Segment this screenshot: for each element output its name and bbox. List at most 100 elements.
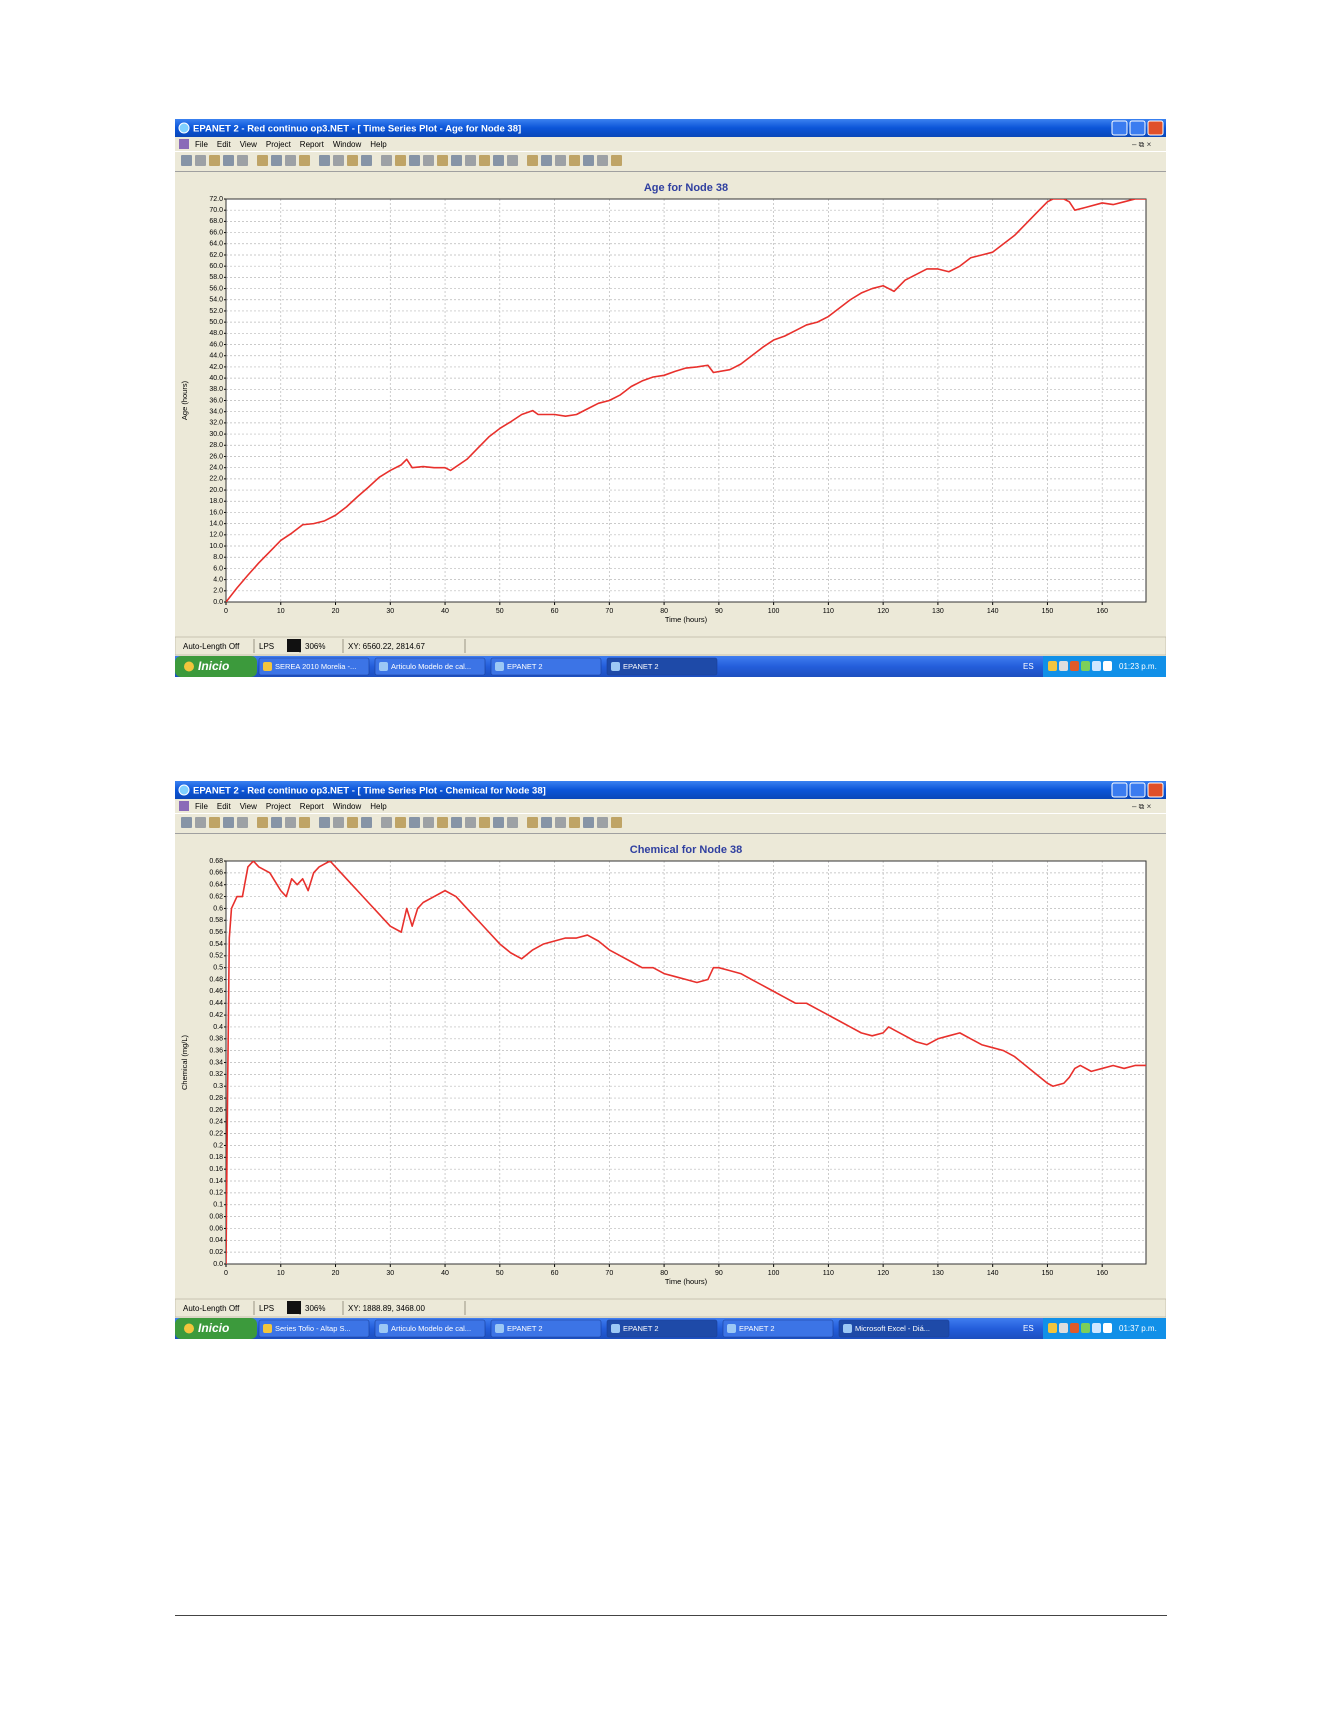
menu-item[interactable]: Report	[300, 140, 325, 149]
toolbar-button[interactable]	[437, 817, 448, 828]
toolbar-button[interactable]	[361, 817, 372, 828]
taskbar-item[interactable]	[606, 657, 718, 676]
toolbar-button[interactable]	[493, 155, 504, 166]
toolbar-button[interactable]	[333, 155, 344, 166]
toolbar-button[interactable]	[195, 155, 206, 166]
taskbar-item[interactable]	[374, 1319, 486, 1338]
toolbar-button[interactable]	[347, 817, 358, 828]
toolbar-button[interactable]	[271, 817, 282, 828]
menu-item[interactable]: Help	[370, 140, 387, 149]
toolbar-button[interactable]	[541, 155, 552, 166]
taskbar-item[interactable]	[838, 1319, 950, 1338]
toolbar-button[interactable]	[299, 817, 310, 828]
start-button[interactable]	[175, 1318, 257, 1339]
menu-item[interactable]: Window	[333, 140, 362, 149]
menu-item[interactable]: View	[240, 802, 257, 811]
menu-item[interactable]: View	[240, 140, 257, 149]
toolbar-button[interactable]	[395, 155, 406, 166]
toolbar-button[interactable]	[583, 817, 594, 828]
toolbar-button[interactable]	[299, 155, 310, 166]
toolbar-button[interactable]	[209, 155, 220, 166]
minimize-button[interactable]	[1111, 782, 1128, 798]
toolbar-button[interactable]	[569, 817, 580, 828]
toolbar-button[interactable]	[555, 817, 566, 828]
toolbar-button[interactable]	[507, 155, 518, 166]
taskbar-item[interactable]	[258, 657, 370, 676]
toolbar-button[interactable]	[257, 817, 268, 828]
toolbar-button[interactable]	[409, 817, 420, 828]
toolbar-button[interactable]	[285, 817, 296, 828]
menu-item[interactable]: File	[195, 802, 208, 811]
toolbar-button[interactable]	[611, 155, 622, 166]
status-bar	[175, 636, 1166, 656]
toolbar-button[interactable]	[361, 155, 372, 166]
toolbar-button[interactable]	[381, 155, 392, 166]
toolbar-button[interactable]	[271, 155, 282, 166]
toolbar-button[interactable]	[333, 817, 344, 828]
toolbar-button[interactable]	[423, 155, 434, 166]
toolbar-button[interactable]	[209, 817, 220, 828]
toolbar-button[interactable]	[611, 817, 622, 828]
toolbar-button[interactable]	[541, 817, 552, 828]
minimize-button[interactable]	[1111, 120, 1128, 136]
plot-frame	[225, 860, 1147, 1265]
taskbar-item[interactable]	[374, 657, 486, 676]
y-tick-label: 0.68	[209, 858, 223, 865]
x-tick-label: 160	[1096, 608, 1108, 615]
menu-item[interactable]: Window	[333, 802, 362, 811]
toolbar-button[interactable]	[479, 155, 490, 166]
menu-item[interactable]: File	[195, 140, 208, 149]
taskbar-item[interactable]	[258, 1319, 370, 1338]
toolbar-button[interactable]	[181, 155, 192, 166]
menu-item[interactable]: Edit	[217, 802, 232, 811]
toolbar-button[interactable]	[257, 155, 268, 166]
menu-item[interactable]: Project	[266, 140, 292, 149]
toolbar-button[interactable]	[597, 155, 608, 166]
taskbar-item[interactable]	[722, 1319, 834, 1338]
toolbar-button[interactable]	[223, 155, 234, 166]
toolbar-button[interactable]	[409, 155, 420, 166]
menu-item[interactable]: Report	[300, 802, 325, 811]
toolbar-button[interactable]	[569, 155, 580, 166]
toolbar-button[interactable]	[347, 155, 358, 166]
toolbar-button[interactable]	[195, 817, 206, 828]
toolbar-button[interactable]	[223, 817, 234, 828]
maximize-button[interactable]	[1129, 120, 1146, 136]
menu-item[interactable]: Help	[370, 802, 387, 811]
toolbar-button[interactable]	[423, 817, 434, 828]
taskbar-item[interactable]	[490, 1319, 602, 1338]
toolbar-button[interactable]	[597, 817, 608, 828]
y-axis-label: Chemical (mg/L)	[180, 1034, 189, 1090]
toolbar-button[interactable]	[493, 817, 504, 828]
toolbar-button[interactable]	[181, 817, 192, 828]
close-button[interactable]	[1147, 120, 1164, 136]
toolbar-button[interactable]	[437, 155, 448, 166]
menu-item[interactable]: Project	[266, 802, 292, 811]
toolbar-button[interactable]	[465, 817, 476, 828]
toolbar-button[interactable]	[583, 155, 594, 166]
menu-item[interactable]: Edit	[217, 140, 232, 149]
close-button[interactable]	[1147, 782, 1164, 798]
start-button[interactable]	[175, 656, 257, 677]
status-icon	[287, 639, 301, 652]
toolbar-button[interactable]	[465, 155, 476, 166]
toolbar-button[interactable]	[237, 155, 248, 166]
taskbar-item[interactable]	[490, 657, 602, 676]
toolbar-button[interactable]	[395, 817, 406, 828]
toolbar-button[interactable]	[555, 155, 566, 166]
toolbar-button[interactable]	[319, 817, 330, 828]
toolbar-button[interactable]	[527, 817, 538, 828]
toolbar-button[interactable]	[319, 155, 330, 166]
toolbar-button[interactable]	[479, 817, 490, 828]
toolbar-button[interactable]	[381, 817, 392, 828]
toolbar-button[interactable]	[285, 155, 296, 166]
y-tick-label: 52.0	[209, 308, 223, 315]
toolbar-button[interactable]	[451, 817, 462, 828]
maximize-button[interactable]	[1129, 782, 1146, 798]
toolbar-button[interactable]	[237, 817, 248, 828]
x-tick-label: 30	[386, 1270, 394, 1277]
toolbar-button[interactable]	[507, 817, 518, 828]
toolbar-button[interactable]	[451, 155, 462, 166]
taskbar-item[interactable]	[606, 1319, 718, 1338]
toolbar-button[interactable]	[527, 155, 538, 166]
